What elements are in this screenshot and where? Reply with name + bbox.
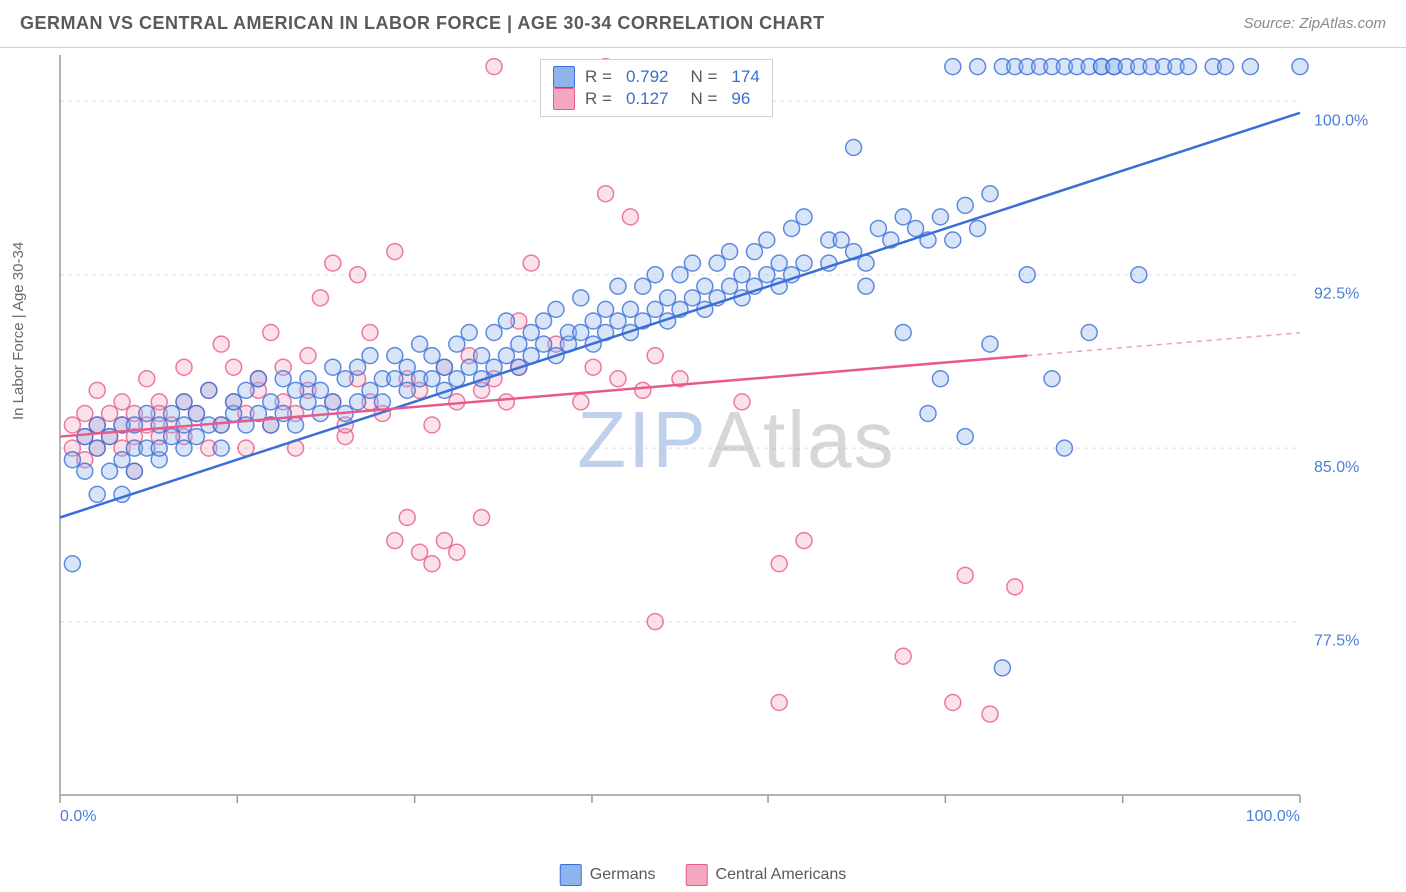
source-label: Source: ZipAtlas.com bbox=[1243, 15, 1386, 32]
stats-row-germans: R = 0.792 N = 174 bbox=[553, 66, 760, 88]
n-value-central-americans: 96 bbox=[731, 89, 750, 109]
legend-swatch-germans-bottom bbox=[560, 864, 582, 886]
chart-title: GERMAN VS CENTRAL AMERICAN IN LABOR FORC… bbox=[20, 13, 825, 34]
r-value-central-americans: 0.127 bbox=[626, 89, 669, 109]
svg-text:85.0%: 85.0% bbox=[1314, 459, 1359, 476]
svg-text:0.0%: 0.0% bbox=[60, 808, 96, 825]
n-value-germans: 174 bbox=[731, 67, 759, 87]
scatter-chart: 77.5% 85.0% 92.5% 100.0% 0.0% 100.0% R = 0.79… bbox=[50, 55, 1370, 825]
legend-item-germans: Germans bbox=[560, 864, 656, 886]
y-axis-label: In Labor Force | Age 30-34 bbox=[10, 242, 27, 420]
stats-legend-box: R = 0.792 N = 174 R = 0.127 N = 96 bbox=[540, 59, 773, 117]
legend-swatch-central-americans-bottom bbox=[686, 864, 708, 886]
legend-item-central-americans: Central Americans bbox=[686, 864, 847, 886]
svg-text:100.0%: 100.0% bbox=[1246, 808, 1300, 825]
r-value-germans: 0.792 bbox=[626, 67, 669, 87]
stats-row-central-americans: R = 0.127 N = 96 bbox=[553, 88, 760, 110]
svg-text:77.5%: 77.5% bbox=[1314, 633, 1359, 650]
legend-swatch-germans bbox=[553, 66, 575, 88]
title-bar: GERMAN VS CENTRAL AMERICAN IN LABOR FORC… bbox=[0, 0, 1406, 48]
svg-text:92.5%: 92.5% bbox=[1314, 286, 1359, 303]
svg-text:100.0%: 100.0% bbox=[1314, 112, 1368, 129]
legend-swatch-central-americans bbox=[553, 88, 575, 110]
bottom-legend: Germans Central Americans bbox=[560, 864, 847, 886]
